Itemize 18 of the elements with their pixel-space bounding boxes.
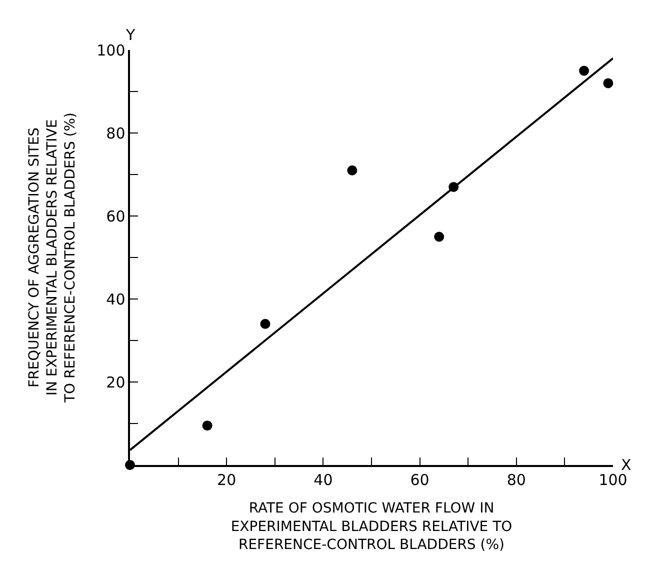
y-tick-label: 60 <box>106 207 126 226</box>
y-tick-label: 20 <box>106 373 126 392</box>
point <box>202 420 212 431</box>
y-tick-label: 40 <box>106 290 126 308</box>
x-tick-label: 20 <box>217 470 236 489</box>
x-tick-label: 40 <box>314 470 333 489</box>
y-axis-title: FREQUENCY OF AGGREGATION SITES IN EXPERIMENTAL BLADDERS RELATIVE TO REFERENCE-CONTROL BLADDERS (%) <box>26 112 79 404</box>
y-tick-label: 80 <box>106 124 126 142</box>
point <box>603 78 614 88</box>
x-axis-title: RATE OF OSMOTIC WATER FLOW IN EXPERIMENTAL BLADDERS RELATIVE TO REFERENCE-CONTROL BLADDERS (%) <box>230 500 512 553</box>
text: Y <box>125 26 136 44</box>
point <box>579 66 590 76</box>
point <box>347 165 358 176</box>
point <box>434 232 444 242</box>
y-tick-label: 100 <box>96 41 126 60</box>
point <box>260 318 270 329</box>
x-tick-label: 60 <box>410 470 430 489</box>
x-tick-label: 80 <box>506 470 526 489</box>
